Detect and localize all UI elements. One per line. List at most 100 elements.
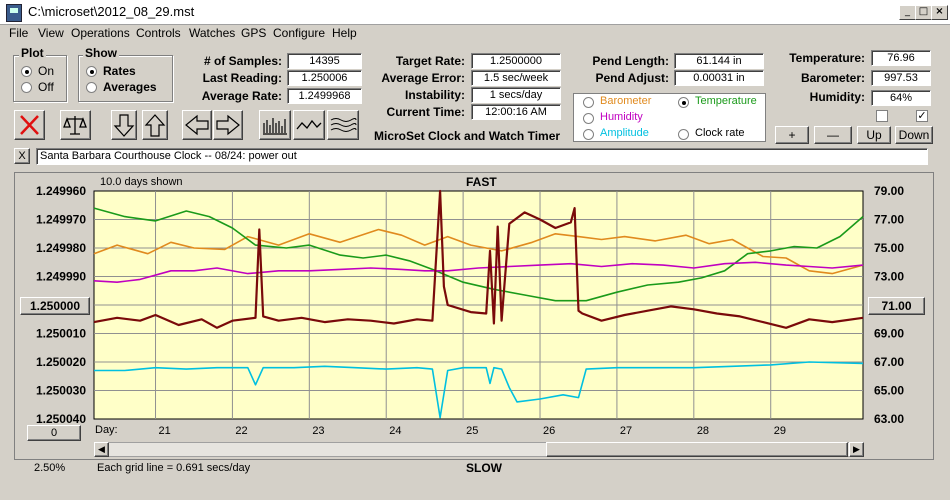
last-reading-label: Last Reading:	[202, 71, 282, 85]
multi-line-view-button[interactable]	[327, 110, 359, 140]
percent-label: 2.50%	[34, 462, 66, 474]
pend-adjust-field: 0.00031 in	[674, 70, 764, 86]
series-line-1	[93, 207, 864, 302]
balance-scale-icon	[63, 116, 87, 135]
x-tick-label: 27	[620, 425, 632, 437]
show-rates-radio[interactable]	[86, 66, 97, 77]
clock-rate-radio[interactable]	[678, 129, 689, 140]
x-tick-label: 26	[543, 425, 555, 437]
aux-plus-button[interactable]: +	[775, 126, 809, 144]
clock-rate-option[interactable]: Clock rate	[695, 127, 745, 139]
scroll-thumb[interactable]	[546, 442, 848, 457]
show-averages-radio[interactable]	[86, 82, 97, 93]
pend-length-label: Pend Length:	[592, 54, 669, 68]
arrow-up-icon	[144, 114, 166, 137]
x-axis-ticks: 21 22 23 24 25 26 27 28 29	[159, 425, 786, 437]
menu-operations[interactable]: Operations	[71, 26, 130, 40]
amplitude-radio[interactable]	[583, 129, 594, 140]
minimize-button[interactable]: _	[899, 5, 916, 20]
x-tick-label: 23	[312, 425, 324, 437]
show-averages-label[interactable]: Averages	[103, 80, 157, 94]
y-right-tick-label: 67.00	[874, 355, 904, 369]
y-left-tick-label: 1.249960	[36, 184, 86, 198]
temperature-radio[interactable]	[678, 97, 689, 108]
menu-view[interactable]: View	[38, 26, 64, 40]
right-center-button[interactable]: 71.00	[868, 297, 925, 315]
left-bottom-button[interactable]: 0	[27, 425, 81, 441]
amplitude-option[interactable]: Amplitude	[600, 127, 649, 139]
y-left-tick-label: 1.249990	[36, 270, 86, 284]
aux-minus-button[interactable]: —	[814, 126, 852, 144]
days-shown-label: 10.0 days shown	[100, 176, 183, 188]
humidity-label: Humidity:	[809, 90, 865, 104]
humidity-radio[interactable]	[583, 113, 594, 124]
plot-on-label[interactable]: On	[38, 64, 55, 78]
plot-off-radio[interactable]	[21, 82, 32, 93]
fast-label: FAST	[466, 175, 497, 189]
line-view-button[interactable]	[293, 110, 325, 140]
menu-help[interactable]: Help	[332, 26, 357, 40]
samples-label: # of Samples:	[203, 54, 282, 68]
temperature-option[interactable]: Temperature	[695, 95, 757, 107]
temperature-label: Temperature:	[789, 51, 865, 65]
average-rate-field: 1.2499968	[287, 88, 362, 104]
show-group-title: Show	[83, 46, 119, 60]
arrow-down-icon	[113, 114, 135, 137]
aux-up-button[interactable]: Up	[857, 126, 891, 144]
current-time-label: Current Time:	[386, 105, 465, 119]
menu-controls[interactable]: Controls	[136, 26, 181, 40]
scroll-right-button[interactable]: ▶	[849, 442, 864, 457]
clear-button[interactable]	[14, 110, 45, 140]
plot-off-label[interactable]: Off	[38, 80, 54, 94]
arrow-left-icon	[185, 114, 209, 136]
note-field[interactable]: Santa Barbara Courthouse Clock -- 08/24:…	[36, 148, 928, 165]
bar-graph-icon	[263, 118, 287, 135]
pend-adjust-label: Pend Adjust:	[595, 71, 669, 85]
grid-lines	[94, 191, 863, 419]
show-rates-label[interactable]: Rates	[103, 64, 136, 78]
current-time-field: 12:00:16 AM	[471, 104, 561, 120]
aux-checkbox-left[interactable]	[876, 110, 888, 122]
series-line-3	[94, 361, 864, 419]
plot-on-radio[interactable]	[21, 66, 32, 77]
balance-button[interactable]	[60, 110, 91, 140]
arrow-right-button[interactable]	[213, 110, 243, 140]
y-left-tick-label: 1.249970	[36, 213, 86, 227]
day-label: Day:	[95, 424, 118, 436]
arrow-left-button[interactable]	[182, 110, 212, 140]
scroll-left-button[interactable]: ◀	[94, 442, 109, 457]
menu-gps[interactable]: GPS	[241, 26, 267, 40]
target-rate-label: Target Rate:	[395, 54, 465, 68]
menu-watches[interactable]: Watches	[189, 26, 236, 40]
arrow-down-button[interactable]	[111, 110, 137, 140]
bars-view-button[interactable]	[259, 110, 291, 140]
barometer-option[interactable]: Barometer	[600, 95, 652, 107]
humidity-option[interactable]: Humidity	[600, 111, 643, 123]
slow-label: SLOW	[466, 461, 502, 475]
left-center-button[interactable]: 1.250000	[20, 297, 90, 315]
average-error-field: 1.5 sec/week	[471, 70, 561, 86]
aux-options-box	[573, 93, 766, 142]
multi-wave-icon	[330, 118, 357, 132]
y-left-tick-label: 1.249980	[36, 241, 86, 255]
arrow-up-button[interactable]	[142, 110, 168, 140]
samples-field: 14395	[287, 53, 362, 69]
y-right-tick-label: 63.00	[874, 412, 904, 426]
temperature-field: 76.96	[871, 50, 931, 66]
arrow-right-icon	[216, 114, 240, 136]
average-error-label: Average Error:	[381, 71, 465, 85]
instability-label: Instability:	[404, 88, 465, 102]
pend-length-field[interactable]: 61.144 in	[674, 53, 764, 69]
y-right-tick-label: 77.00	[874, 213, 904, 227]
target-rate-field[interactable]: 1.2500000	[471, 53, 561, 69]
y-right-tick-label: 79.00	[874, 184, 904, 198]
right-axis-ticks: 79.00 77.00 75.00 73.00 69.00 67.00 65.00 63.00	[874, 184, 904, 426]
barometer-radio[interactable]	[583, 97, 594, 108]
aux-checkbox-right[interactable]: ✓	[916, 110, 928, 122]
menu-file[interactable]: File	[9, 26, 29, 40]
aux-down-button[interactable]: Down	[895, 126, 933, 144]
close-window-button[interactable]: ×	[931, 5, 948, 20]
menu-configure[interactable]: Configure	[273, 26, 326, 40]
note-close-button[interactable]: X	[14, 148, 30, 164]
